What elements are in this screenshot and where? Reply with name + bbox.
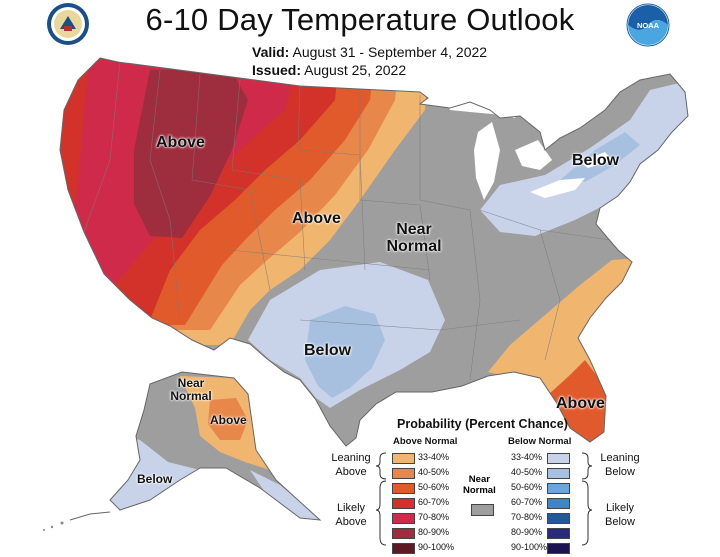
near-normal-line2: Normal [386,237,442,255]
legend-below-item: 80-90% [0,526,720,539]
legend-likely-below: Likely Below [605,502,635,528]
region-label-alaska-near-normal: Near Normal [164,377,218,402]
legend-below-swatch [547,453,570,464]
legend-above-item: 40-50% [0,466,720,479]
legend-leaning-above: Leaning Above [331,452,371,478]
region-label-near-normal: Near Normal [384,221,444,256]
legend-below-item: 50-60% [0,481,720,494]
issued-date-row: Issued: August 25, 2022 [252,62,406,78]
legend-above-item: 90-100% [0,541,720,554]
valid-value: August 31 - September 4, 2022 [292,44,488,60]
region-label-northeast-below: Below [572,152,620,169]
alaska-near-line2: Normal [170,388,212,403]
region-label-west-above: Above [156,134,205,151]
noaa-logo-icon: NOAA [626,3,670,47]
issued-value: August 25, 2022 [304,62,407,78]
legend-above-range-label: 60-70% [418,497,450,507]
legend-below-item: 40-50% [0,466,720,479]
legend-below-swatch [547,543,570,554]
legend-below-header: Below Normal [508,436,572,447]
legend-above-swatch [392,528,415,539]
legend-above-range-label: 40-50% [418,467,450,477]
legend-above-swatch [392,483,415,494]
legend-below-item: 90-100% [0,541,720,554]
legend-below-swatch [547,498,570,509]
legend-above-swatch [392,543,415,554]
valid-label: Valid: [252,44,290,60]
legend-above-range-label: 80-90% [418,527,450,537]
region-label-florida-above: Above [556,395,605,412]
legend-below-item: 70-80% [0,511,720,524]
legend-below-swatch [547,528,570,539]
legend-below-range-label: 70-80% [511,512,543,522]
legend-title: Probability (Percent Chance) [397,417,568,431]
legend-above-item: 33-40% [0,451,720,464]
legend-below-item: 60-70% [0,496,720,509]
legend-leaning-below: Leaning Below [600,452,640,478]
legend-below-range-label: 40-50% [511,467,543,477]
legend-below-swatch [547,483,570,494]
legend-below-range-label: 60-70% [511,497,543,507]
region-label-alaska-below: Below [137,472,173,486]
region-label-plains-above: Above [292,210,341,227]
legend-below-swatch [547,468,570,479]
legend-above-item: 60-70% [0,496,720,509]
legend-below-swatch [547,513,570,524]
page-title: 6-10 Day Temperature Outlook [145,2,575,37]
legend-above-swatch [392,513,415,524]
legend-near-normal: Near Normal [463,474,496,497]
legend-below-range-label: 80-90% [511,527,543,537]
legend-above-range-label: 70-80% [418,512,450,522]
region-label-alaska-above: Above [210,413,247,427]
legend-below-item: 33-40% [0,451,720,464]
legend-above-item: 50-60% [0,481,720,494]
near-normal-line1: Near [396,221,432,238]
doc-seal-icon [46,2,90,46]
region-label-texas-below: Below [304,342,352,359]
legend-above-swatch [392,453,415,464]
alaska-near-line1: Near [177,376,205,390]
noaa-logo-text: NOAA [637,21,660,30]
legend-below-range-label: 50-60% [511,482,543,492]
legend-above-header: Above Normal [393,436,458,447]
legend-near-normal-swatch [471,504,494,516]
legend-above-range-label: 33-40% [418,452,450,462]
legend-likely-above: Likely Above [335,502,367,528]
legend-above-range-label: 90-100% [418,542,455,552]
legend-above-swatch [392,498,415,509]
legend-above-item: 70-80% [0,511,720,524]
valid-date-row: Valid: August 31 - September 4, 2022 [252,44,487,60]
legend-above-swatch [392,468,415,479]
legend-above-item: 80-90% [0,526,720,539]
legend-below-range-label: 33-40% [511,452,543,462]
issued-label: Issued: [252,62,302,78]
legend-below-range-label: 90-100% [511,542,548,552]
legend-above-range-label: 50-60% [418,482,450,492]
